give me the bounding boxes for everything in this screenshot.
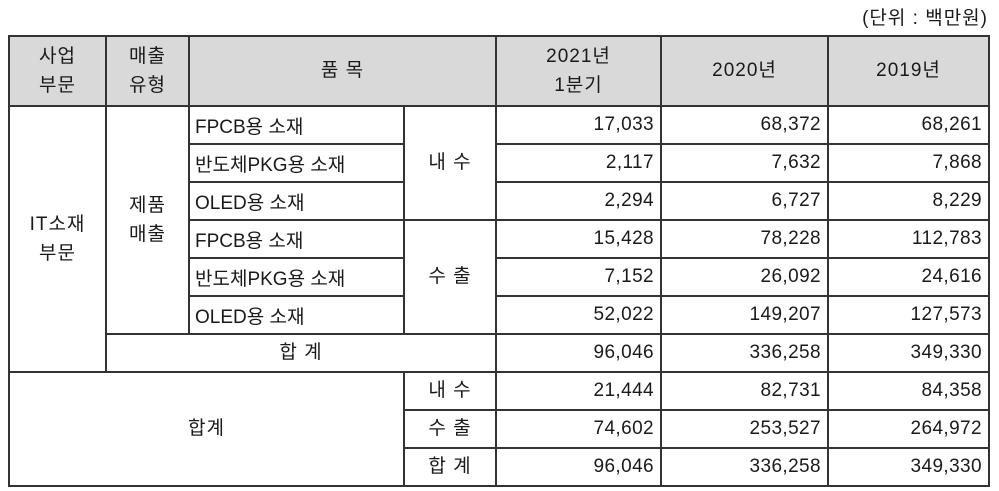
cell-value-2021q1: 52,022 xyxy=(495,295,662,335)
cell-channel: 합 계 xyxy=(403,447,497,487)
cell-item: 반도체PKG용 소재 xyxy=(188,257,405,297)
unit-label: (단위 : 백만원) xyxy=(862,8,988,29)
cell-value-2021q1: 2,294 xyxy=(495,181,662,221)
table-row: FPCB용 소재 수 출 15,428 78,228 112,783 xyxy=(9,219,990,335)
cell-item: FPCB용 소재 xyxy=(188,105,405,145)
cell-business-segment: IT소재 부문 xyxy=(8,105,107,373)
cell-channel: 수 출 xyxy=(403,409,497,449)
grand-total-row: 합계 내 수 21,444 82,731 84,358 xyxy=(8,371,990,487)
cell-item: FPCB용 소재 xyxy=(188,219,405,259)
header-item: 품 목 xyxy=(188,35,497,107)
cell-value-2019: 68,261 xyxy=(827,105,990,145)
cell-value-2019: 8,229 xyxy=(827,181,990,221)
cell-value-2019: 127,573 xyxy=(827,295,990,335)
cell-value-2019: 7,868 xyxy=(827,143,990,183)
cell-value-2019: 349,330 xyxy=(827,447,990,487)
cell-item: OLED용 소재 xyxy=(188,295,405,335)
cell-value-2021q1: 7,152 xyxy=(495,257,662,297)
cell-value-2020: 68,372 xyxy=(660,105,829,145)
header-2019: 2019년 xyxy=(827,35,990,107)
table-row: OLED용 소재 52,022 149,207 127,573 xyxy=(9,295,990,335)
header-sales-type: 매출 유형 xyxy=(105,35,190,107)
cell-value-2020: 253,527 xyxy=(660,409,829,449)
cell-value-2019: 112,783 xyxy=(827,219,990,259)
cell-value-2021q1: 96,046 xyxy=(495,447,662,487)
cell-value-2020: 26,092 xyxy=(660,257,829,297)
cell-value-2019: 264,972 xyxy=(827,409,990,449)
cell-value-2021q1: 96,046 xyxy=(495,333,662,373)
cell-value-2019: 84,358 xyxy=(827,371,990,411)
sales-table: 사업 부문 매출 유형 품 목 2021년 1분기 2020년 2019년 IT… xyxy=(8,35,990,487)
cell-channel: 내 수 xyxy=(403,371,497,411)
cell-value-2020: 78,228 xyxy=(660,219,829,259)
table-row: IT소재 부문 제품 매출 FPCB용 소재 내 수 17,033 68,372… xyxy=(8,105,990,373)
table-row: 반도체PKG용 소재 7,152 26,092 24,616 xyxy=(9,257,990,297)
header-2020: 2020년 xyxy=(660,35,829,107)
cell-value-2021q1: 15,428 xyxy=(495,219,662,259)
cell-value-2020: 6,727 xyxy=(660,181,829,221)
cell-channel-domestic: 내 수 xyxy=(403,105,497,221)
grand-total-row: 수 출 74,602 253,527 264,972 xyxy=(9,409,990,449)
cell-grand-total-label: 합계 xyxy=(8,371,405,487)
cell-item: OLED용 소재 xyxy=(188,181,405,221)
header-2021-q1: 2021년 1분기 xyxy=(495,35,662,107)
header-row: 사업 부문 매출 유형 품 목 2021년 1분기 2020년 2019년 xyxy=(8,35,990,107)
cell-value-2021q1: 21,444 xyxy=(495,371,662,411)
segment-total-row: 합 계 96,046 336,258 349,330 xyxy=(9,333,990,373)
cell-value-2020: 7,632 xyxy=(660,143,829,183)
cell-value-2019: 24,616 xyxy=(827,257,990,297)
grand-total-row: 합 계 96,046 336,258 349,330 xyxy=(9,447,990,487)
cell-value-2020: 82,731 xyxy=(660,371,829,411)
cell-value-2019: 349,330 xyxy=(827,333,990,373)
cell-value-2021q1: 74,602 xyxy=(495,409,662,449)
cell-channel-export: 수 출 xyxy=(403,219,497,335)
cell-value-2020: 336,258 xyxy=(660,447,829,487)
table-row: 반도체PKG용 소재 2,117 7,632 7,868 xyxy=(9,143,990,183)
cell-item: 반도체PKG용 소재 xyxy=(188,143,405,183)
cell-value-2021q1: 17,033 xyxy=(495,105,662,145)
header-business-segment: 사업 부문 xyxy=(8,35,107,107)
cell-segment-total-label: 합 계 xyxy=(105,333,497,373)
cell-sales-type: 제품 매출 xyxy=(105,105,190,335)
cell-value-2021q1: 2,117 xyxy=(495,143,662,183)
cell-value-2020: 336,258 xyxy=(660,333,829,373)
cell-value-2020: 149,207 xyxy=(660,295,829,335)
table-row: OLED용 소재 2,294 6,727 8,229 xyxy=(9,181,990,221)
